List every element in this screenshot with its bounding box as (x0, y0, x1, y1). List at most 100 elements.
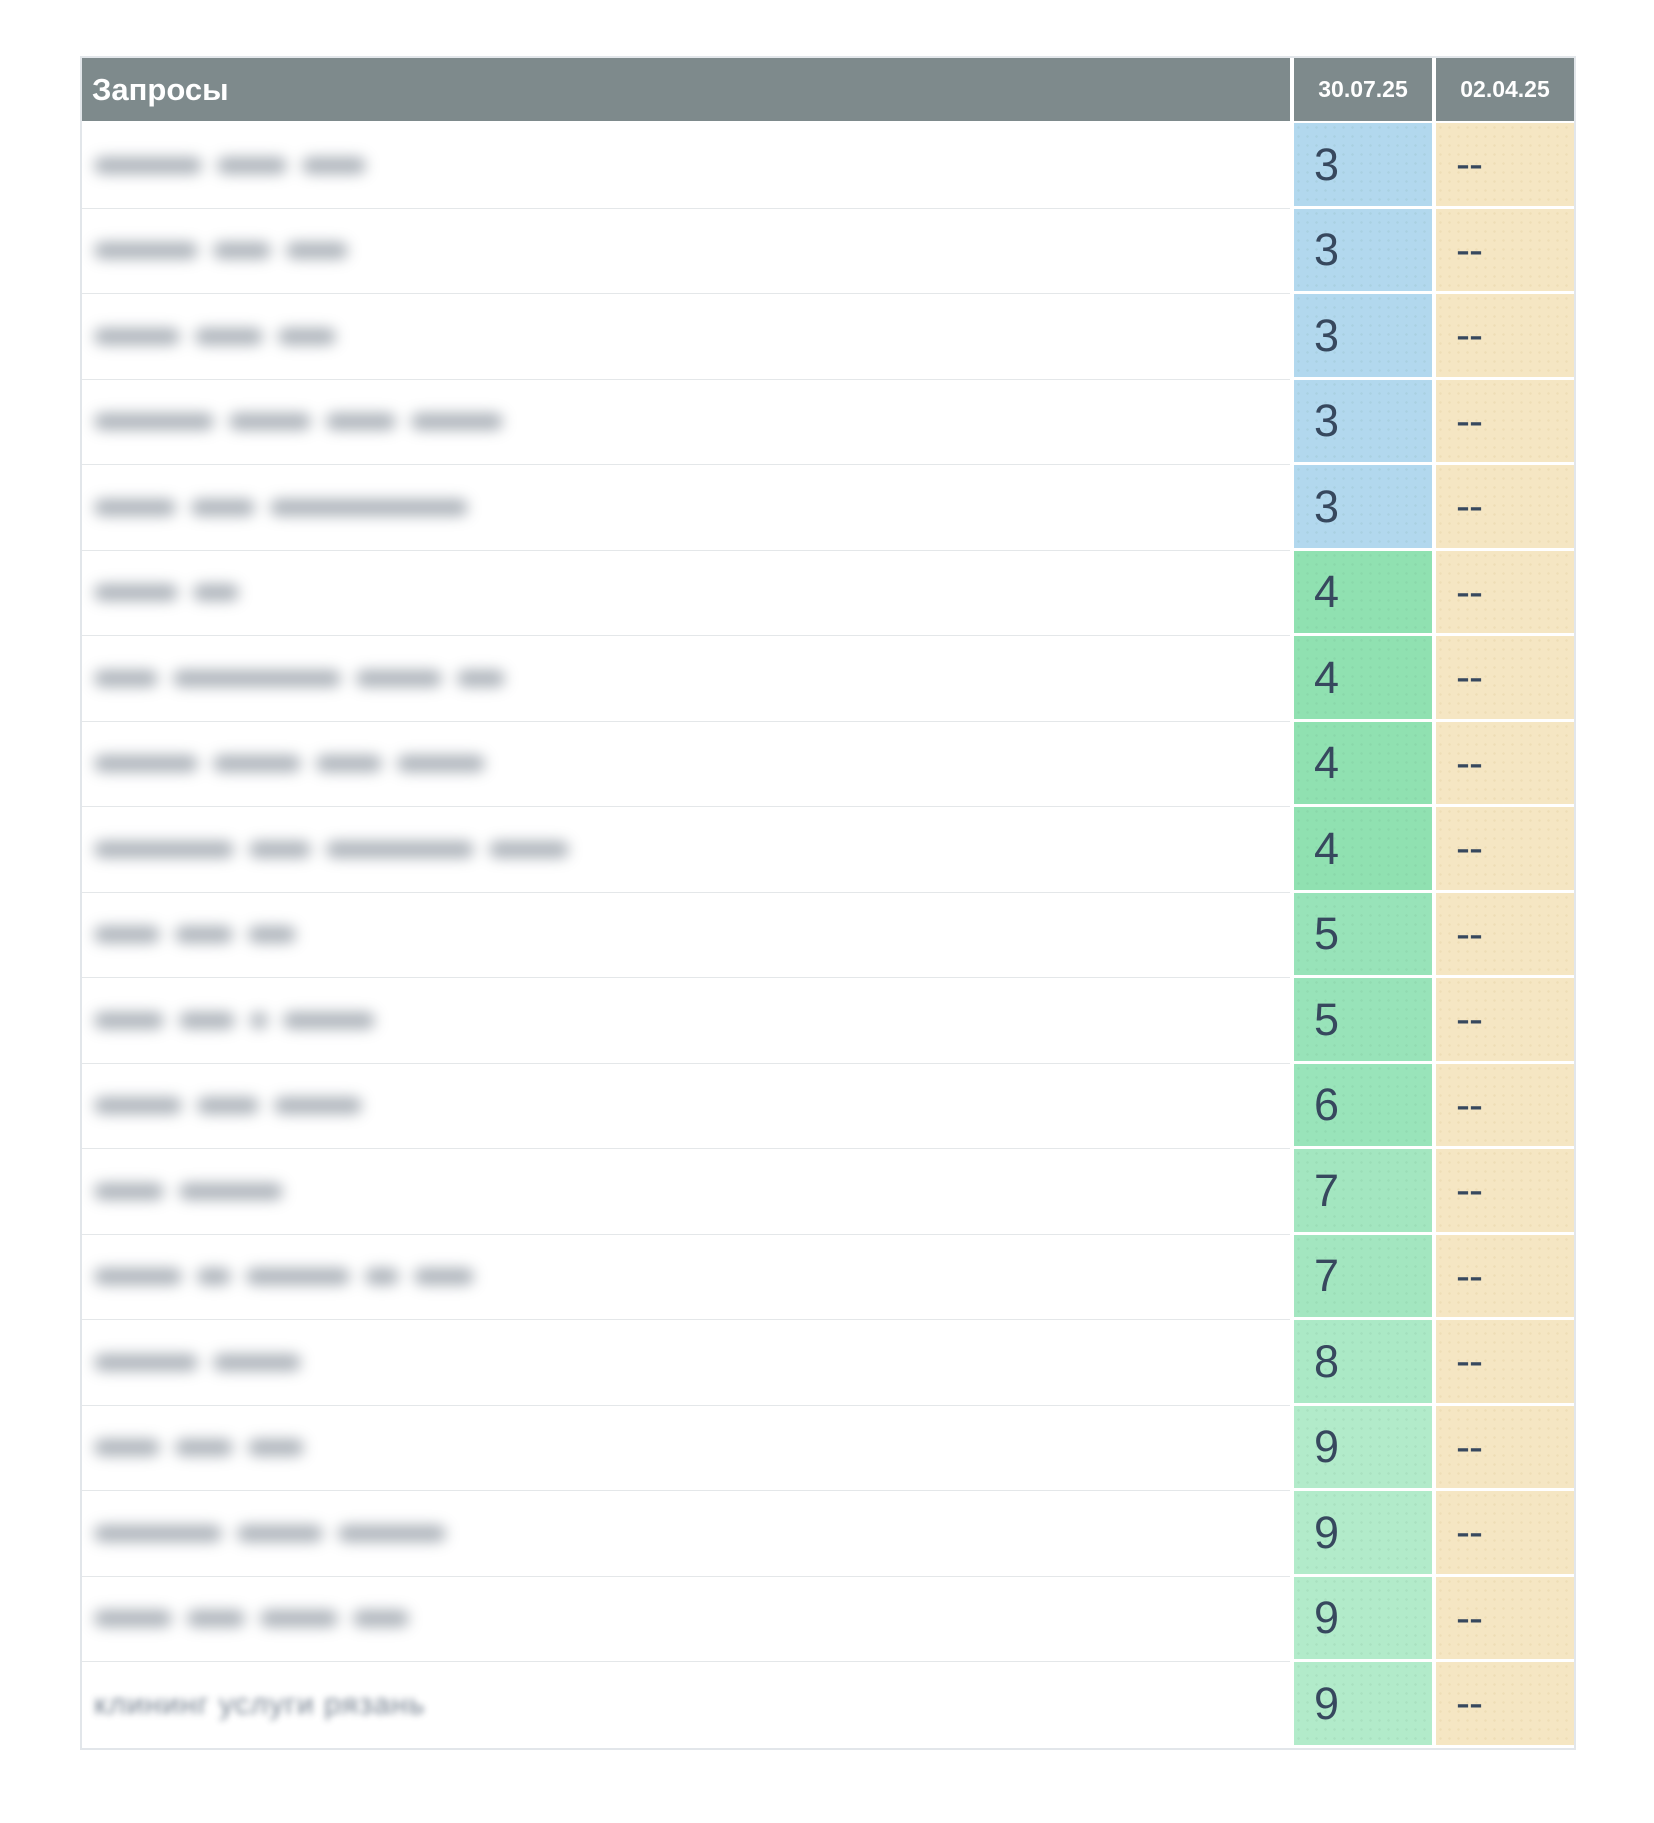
table-row[interactable]: 4 -- (82, 721, 1574, 807)
table-row[interactable]: 3 -- (82, 208, 1574, 294)
query-cell (82, 1576, 1290, 1662)
position-value-cell: 3 (1294, 379, 1432, 465)
previous-value-cell: -- (1436, 1063, 1574, 1149)
position-value-cell: 3 (1294, 123, 1432, 209)
previous-value-cell: -- (1436, 550, 1574, 636)
position-value: 9 (1314, 1421, 1340, 1473)
redacted-query-text (94, 413, 503, 431)
previous-value: -- (1456, 1422, 1483, 1470)
query-cell (82, 123, 1290, 209)
position-value: 7 (1314, 1164, 1340, 1216)
table-row[interactable]: 7 -- (82, 1234, 1574, 1320)
query-cell (82, 721, 1290, 807)
previous-value-cell: -- (1436, 1576, 1574, 1662)
previous-value-cell: -- (1436, 208, 1574, 294)
previous-value: -- (1456, 1508, 1483, 1556)
position-value: 4 (1314, 651, 1340, 703)
table-row[interactable]: 8 -- (82, 1320, 1574, 1406)
previous-value: -- (1456, 995, 1483, 1043)
previous-value: -- (1456, 482, 1483, 530)
previous-value: -- (1456, 1166, 1483, 1214)
redacted-query-text (94, 1011, 375, 1029)
previous-value-cell: -- (1436, 123, 1574, 209)
previous-value-cell: -- (1436, 978, 1574, 1064)
redacted-query-text (94, 840, 569, 858)
redacted-query-text (94, 755, 485, 773)
table-row[interactable]: 3 -- (82, 123, 1574, 209)
previous-value: -- (1456, 311, 1483, 359)
query-cell (82, 1491, 1290, 1577)
position-value: 8 (1314, 1335, 1340, 1387)
position-value: 4 (1314, 822, 1340, 874)
table-row[interactable]: 6 -- (82, 1063, 1574, 1149)
previous-value-cell: -- (1436, 379, 1574, 465)
table-row[interactable]: 4 -- (82, 807, 1574, 893)
table-row[interactable]: клининг услуги рязань 9 -- (82, 1662, 1574, 1748)
position-value-cell: 9 (1294, 1405, 1432, 1491)
redacted-query-text (94, 498, 468, 516)
table-row[interactable]: 5 -- (82, 892, 1574, 978)
query-cell (82, 550, 1290, 636)
query-cell (82, 636, 1290, 722)
previous-value: -- (1456, 653, 1483, 701)
redacted-query-text (94, 1182, 283, 1200)
redacted-query-text (94, 926, 296, 944)
query-cell (82, 1149, 1290, 1235)
redacted-query-text (94, 1097, 362, 1115)
position-value-cell: 3 (1294, 465, 1432, 551)
position-value: 4 (1314, 737, 1340, 789)
column-header-date-previous: 02.04.25 (1436, 58, 1574, 121)
position-value-cell: 4 (1294, 721, 1432, 807)
position-value-cell: 4 (1294, 636, 1432, 722)
position-value: 7 (1314, 1250, 1340, 1302)
previous-value-cell: -- (1436, 465, 1574, 551)
previous-value: -- (1456, 225, 1483, 273)
position-value: 9 (1314, 1677, 1340, 1729)
table-row[interactable]: 4 -- (82, 550, 1574, 636)
previous-value: -- (1456, 1251, 1483, 1299)
column-header-date-current: 30.07.25 (1294, 58, 1432, 121)
previous-value: -- (1456, 140, 1483, 188)
position-value: 6 (1314, 1079, 1340, 1131)
table-row[interactable]: 3 -- (82, 294, 1574, 380)
position-value-cell: 6 (1294, 1063, 1432, 1149)
previous-value-cell: -- (1436, 294, 1574, 380)
position-value: 4 (1314, 566, 1340, 618)
table-row[interactable]: 3 -- (82, 465, 1574, 551)
position-value-cell: 3 (1294, 294, 1432, 380)
query-cell (82, 807, 1290, 893)
position-value-cell: 5 (1294, 978, 1432, 1064)
table-row[interactable]: 4 -- (82, 636, 1574, 722)
previous-value: -- (1456, 567, 1483, 615)
query-cell (82, 978, 1290, 1064)
previous-value-cell: -- (1436, 1662, 1574, 1748)
position-value-cell: 5 (1294, 892, 1432, 978)
previous-value: -- (1456, 824, 1483, 872)
table-header-row: Запросы 30.07.25 02.04.25 (82, 58, 1574, 121)
column-header-queries: Запросы (82, 58, 1290, 121)
redacted-query-text (94, 669, 505, 687)
previous-value-cell: -- (1436, 1405, 1574, 1491)
position-value: 9 (1314, 1506, 1340, 1558)
position-value: 5 (1314, 908, 1340, 960)
table-row[interactable]: 9 -- (82, 1491, 1574, 1577)
redacted-query-text (94, 1353, 301, 1371)
redacted-query-text (94, 1610, 409, 1628)
redacted-query-text (94, 1268, 474, 1286)
table-row[interactable]: 9 -- (82, 1405, 1574, 1491)
previous-value-cell: -- (1436, 1320, 1574, 1406)
position-value: 9 (1314, 1592, 1340, 1644)
position-value: 5 (1314, 993, 1340, 1045)
redacted-query-text (94, 327, 336, 345)
table-row[interactable]: 7 -- (82, 1149, 1574, 1235)
table-row[interactable]: 3 -- (82, 379, 1574, 465)
table-row[interactable]: 5 -- (82, 978, 1574, 1064)
queries-rank-table: Запросы 30.07.25 02.04.25 3 -- 3 -- 3 -- (80, 56, 1576, 1750)
previous-value-cell: -- (1436, 807, 1574, 893)
query-cell (82, 379, 1290, 465)
table-row[interactable]: 9 -- (82, 1576, 1574, 1662)
previous-value-cell: -- (1436, 1149, 1574, 1235)
position-value-cell: 9 (1294, 1491, 1432, 1577)
previous-value-cell: -- (1436, 721, 1574, 807)
query-cell (82, 892, 1290, 978)
